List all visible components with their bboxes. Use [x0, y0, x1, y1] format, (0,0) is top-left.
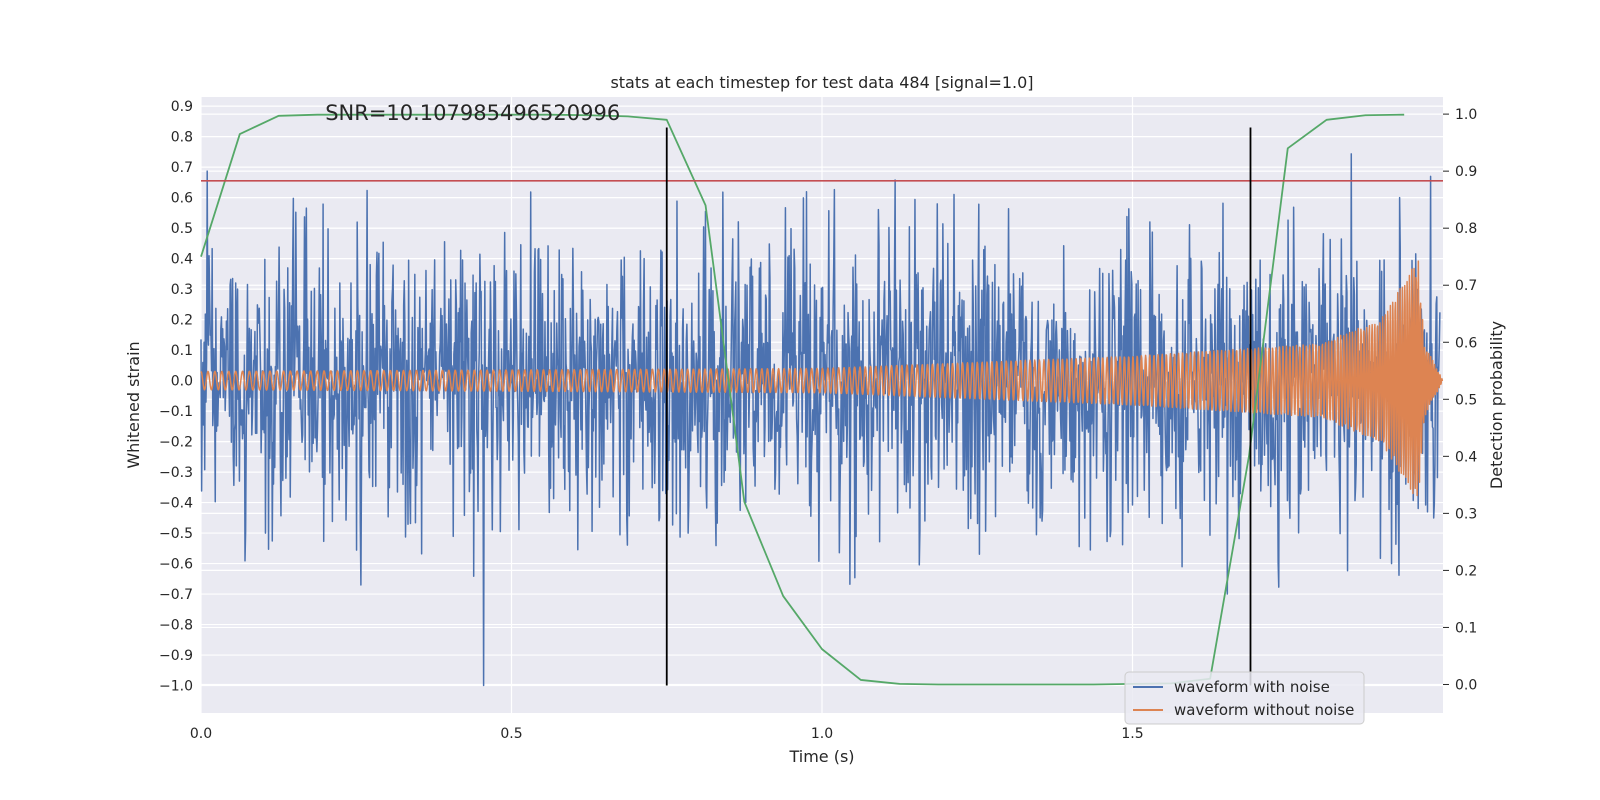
legend-label: waveform with noise	[1174, 678, 1330, 696]
y-right-tick-label: 0.3	[1455, 506, 1477, 522]
chart-title: stats at each timestep for test data 484…	[610, 73, 1033, 92]
x-tick-label: 1.5	[1121, 726, 1143, 742]
y-right-tick-label: 0.8	[1455, 221, 1477, 237]
y-tick-label: −0.7	[159, 587, 193, 603]
y-axis-label: Whitened strain	[124, 341, 143, 468]
y-tick-label: −0.4	[159, 496, 193, 512]
y-tick-label: 0.4	[171, 252, 193, 268]
y-right-tick-label: 0.0	[1455, 677, 1477, 693]
legend: waveform with noise waveform without nois…	[1124, 671, 1365, 725]
y-right-tick-label: 0.9	[1455, 164, 1477, 180]
y-tick-label: −0.8	[159, 618, 193, 634]
y-right-tick-label: 0.1	[1455, 620, 1477, 636]
y-tick-label: −1.0	[159, 679, 193, 695]
x-tick-label: 0.0	[190, 726, 212, 742]
y-right-tick-label: 0.2	[1455, 563, 1477, 579]
y-tick-label: 0.3	[171, 282, 193, 298]
y-tick-label: 0.0	[171, 374, 193, 390]
y-right-tick-label: 0.6	[1455, 335, 1477, 351]
y-tick-label: −0.3	[159, 465, 193, 481]
y-tick-label: −0.6	[159, 557, 193, 573]
y-right-tick-label: 0.4	[1455, 449, 1477, 465]
x-tick-label: 1.0	[811, 726, 833, 742]
waveform-with-noise-line	[200, 153, 1441, 687]
snr-annotation: SNR=10.107985496520996	[325, 101, 620, 125]
y-tick-label: 0.8	[171, 130, 193, 146]
y-tick-label: 0.6	[171, 191, 193, 207]
y-tick-label: 0.2	[171, 313, 193, 329]
x-axis-label: Time (s)	[788, 747, 854, 766]
y-tick-label: −0.5	[159, 526, 193, 542]
x-tick-label: 0.5	[500, 726, 522, 742]
y-axis-right-label: Detection probability	[1487, 321, 1506, 489]
y-right-tick-label: 0.7	[1455, 278, 1477, 294]
y-tick-label: −0.1	[159, 404, 193, 420]
y-right-tick-label: 1.0	[1455, 107, 1477, 123]
legend-label: waveform without noise	[1174, 701, 1354, 719]
y-tick-label: 0.7	[171, 160, 193, 176]
y-right-tick-label: 0.5	[1455, 392, 1477, 408]
legend-box	[1124, 671, 1365, 725]
waveform-without-noise-line	[200, 260, 1444, 497]
y-tick-label: −0.9	[159, 648, 193, 664]
y-tick-label: 0.9	[171, 99, 193, 115]
y-tick-label: −0.2	[159, 435, 193, 451]
y-tick-label: 0.1	[171, 343, 193, 359]
axes-text: 0.0 0.5 1.0 1.5 0.9 0.8 0.7 0.6 0.5 0.4 0.3 0.2 0.1 0…	[159, 99, 1477, 742]
y-tick-label: 0.5	[171, 221, 193, 237]
